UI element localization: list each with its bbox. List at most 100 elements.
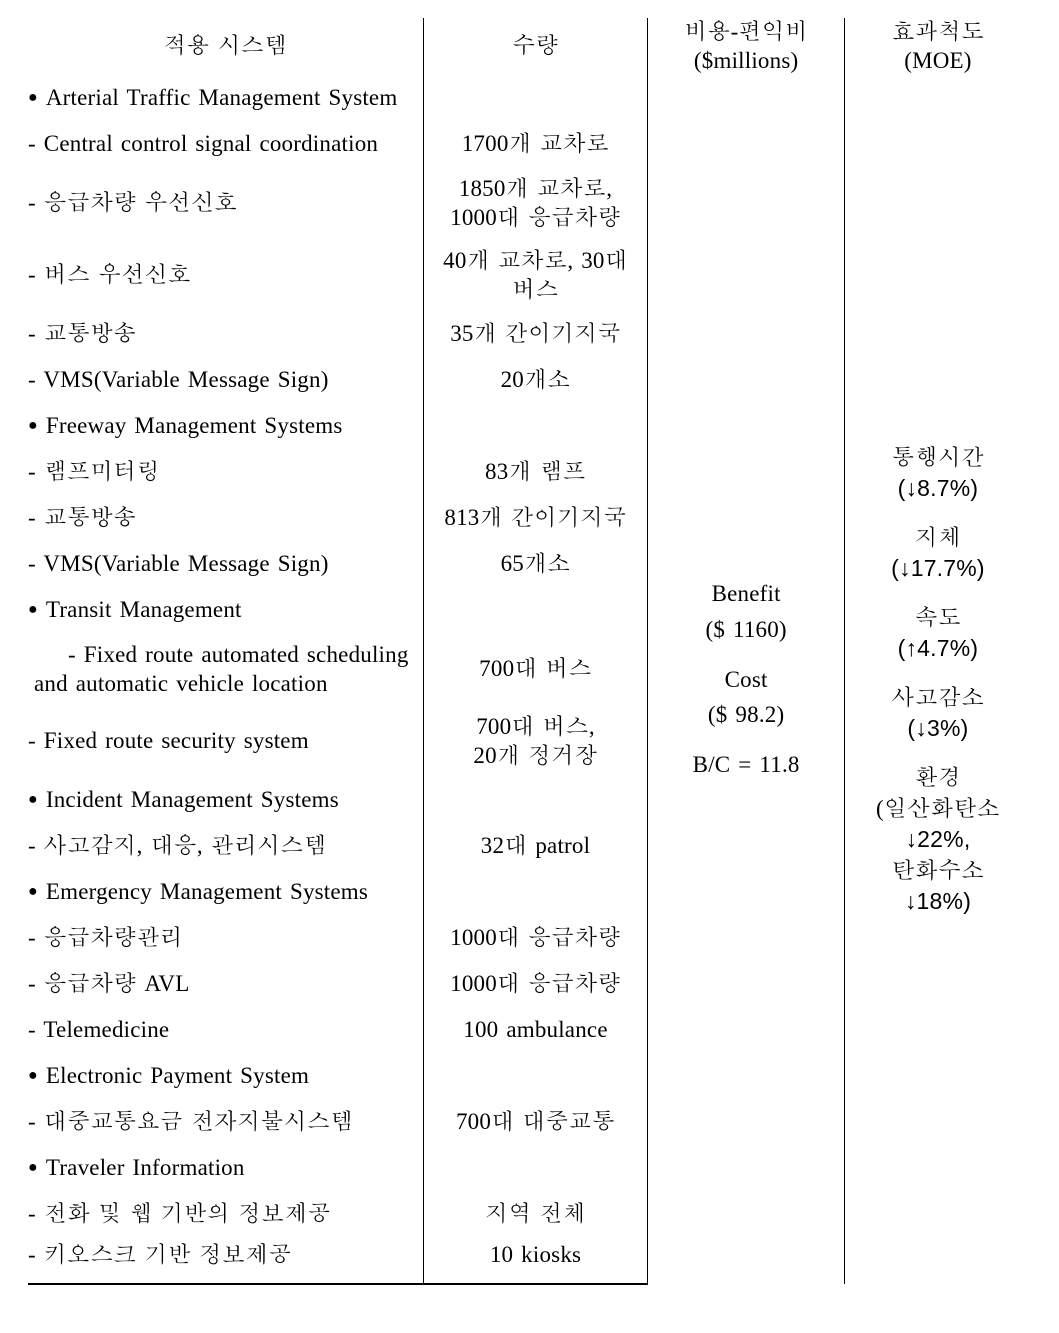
bullet-icon: ● (28, 792, 38, 808)
section-title-cell: ●Electronic Payment System (28, 1054, 423, 1100)
qty-cell: 32대 patrol (423, 824, 648, 870)
subitem-label-wrap: and automatic vehicle location (34, 670, 423, 699)
header-moe: 효과척도 (MOE) (844, 18, 1031, 76)
qty-value: 813개 간이기지국 (444, 505, 626, 530)
moe-value: ↓18%) (905, 888, 971, 914)
moe-delay-label: 지체 (845, 522, 1031, 553)
subitem-label: - 응급차량관리 (28, 925, 183, 950)
section-title-cell: ● Incident Management Systems (28, 778, 423, 824)
section-title: Transit Management (46, 597, 242, 622)
subitem-label: - 응급차량 AVL (28, 971, 189, 996)
subitem-label: - 램프미터링 (28, 459, 160, 484)
subitem-label: - 교통방송 (28, 321, 137, 346)
cost-value: ($ 98.2) (648, 697, 844, 733)
moe-travel-time-label: 통행시간 (845, 442, 1031, 473)
qty-value: 65개소 (501, 551, 571, 576)
qty-cell: 1000대 응급차량 (423, 962, 648, 1008)
subitem-cell: - 응급차량관리 (28, 916, 423, 962)
section-title: Incident Management Systems (46, 787, 339, 812)
qty-value: 35개 간이기지국 (450, 321, 621, 346)
qty-cell: 813개 간이기지국 (423, 496, 648, 542)
qty-cell: 1850개 교차로, 1000대 응급차량 (423, 168, 648, 240)
qty-value: 100 ambulance (463, 1017, 607, 1042)
benefit-label: Benefit (648, 576, 844, 612)
qty-cell: 10 kiosks (423, 1238, 648, 1284)
subitem-cell: - 대중교통요금 전자지불시스템 (28, 1100, 423, 1146)
qty-cell (423, 588, 648, 634)
subitem-cell: - 램프미터링 (28, 450, 423, 496)
subitem-label: - Fixed route security system (28, 728, 309, 753)
section-title-cell: ●Transit Management (28, 588, 423, 634)
bullet-icon: ● (28, 1160, 38, 1176)
subitem-cell: - Central control signal coordination (28, 122, 423, 168)
qty-cell (423, 404, 648, 450)
subitem-cell: - 키오스크 기반 정보제공 (28, 1238, 423, 1284)
section-title: Emergency Management Systems (46, 879, 368, 904)
qty-cell: 1000대 응급차량 (423, 916, 648, 962)
section-title: Arterial Traffic Management System (46, 85, 398, 110)
subitem-label: - Telemedicine (28, 1017, 169, 1042)
moe-value: (↓8.7%) (898, 475, 979, 501)
its-table: 적용 시스템 수량 비용-편익비 ($millions) 효과척도 (MOE) … (28, 18, 1031, 1285)
qty-value: 1000대 응급차량 (450, 925, 621, 950)
moe-value: (↑4.7%) (898, 635, 979, 661)
moe-accident-label: 사고감소 (845, 682, 1031, 713)
subitem-cell: - 교통방송 (28, 312, 423, 358)
bullet-icon: ● (28, 884, 38, 900)
subitem-cell: - 전화 및 웹 기반의 정보제공 (28, 1192, 423, 1238)
section-title-cell: ● Arterial Traffic Management System (28, 76, 423, 122)
header-bc-line2: ($millions) (648, 47, 844, 76)
subitem-cell: - 교통방송 (28, 496, 423, 542)
header-system-label: 적용 시스템 (163, 33, 287, 58)
header-bc-line1: 비용-편익비 (648, 18, 844, 47)
qty-value: 20개소 (501, 367, 571, 392)
bc-ratio: B/C = 11.8 (648, 747, 844, 783)
bullet-icon: ● (28, 418, 38, 434)
subitem-cell: - VMS(Variable Message Sign) (28, 358, 423, 404)
table-row: ●Arterial Traffic Management System Bene… (28, 76, 1031, 122)
subitem-label: - 버스 우선신호 (28, 262, 191, 287)
header-qty: 수량 (423, 18, 648, 76)
subitem-label: - 사고감지, 대응, 관리시스템 (28, 833, 327, 858)
subitem-label: - 전화 및 웹 기반의 정보제공 (28, 1201, 331, 1226)
moe-accident-value: (↓3%) (845, 713, 1031, 744)
qty-value: 20개 정거장 (424, 742, 648, 771)
moe-delay-value: (↓17.7%) (845, 553, 1031, 584)
moe-value: ↓22%, (905, 826, 970, 852)
qty-cell: 40개 교차로, 30대 버스 (423, 240, 648, 312)
moe-env-line4: 탄화수소 (845, 855, 1031, 886)
moe-env-line5: ↓18%) (845, 886, 1031, 917)
subitem-cell: - Fixed route security system (28, 706, 423, 778)
bullet-icon: ● (28, 90, 38, 106)
bullet-icon: ● (28, 1068, 38, 1084)
qty-value: 1850개 교차로, (424, 175, 648, 204)
qty-value: 700대 버스, (424, 713, 648, 742)
subitem-label: - 대중교통요금 전자지불시스템 (28, 1109, 353, 1134)
moe-column: 통행시간 (↓8.7%) 지체 (↓17.7%) 속도 (↑4.7%) 사고감소… (844, 76, 1031, 1284)
subitem-cell: - 응급차량 우선신호 (28, 168, 423, 240)
subitem-cell: - 사고감지, 대응, 관리시스템 (28, 824, 423, 870)
subitem-label: - Central control signal coordination (28, 131, 378, 156)
qty-cell: 83개 램프 (423, 450, 648, 496)
header-moe-line1: 효과척도 (845, 18, 1031, 47)
moe-speed-value: (↑4.7%) (845, 633, 1031, 664)
subitem-label: - 키오스크 기반 정보제공 (28, 1242, 292, 1267)
moe-env-line3: ↓22%, (845, 824, 1031, 855)
qty-cell (423, 870, 648, 916)
section-title-cell: ●Traveler Information (28, 1146, 423, 1192)
moe-inner: 통행시간 (↓8.7%) 지체 (↓17.7%) 속도 (↑4.7%) 사고감소… (845, 442, 1031, 918)
qty-value: 83개 램프 (485, 459, 586, 484)
subitem-label: - Fixed route automated scheduling (68, 641, 423, 670)
moe-value: (↓17.7%) (891, 555, 985, 581)
qty-value: 1000대 응급차량 (450, 971, 621, 996)
qty-cell (423, 76, 648, 122)
table-header-row: 적용 시스템 수량 비용-편익비 ($millions) 효과척도 (MOE) (28, 18, 1031, 76)
page: 적용 시스템 수량 비용-편익비 ($millions) 효과척도 (MOE) … (0, 0, 1059, 1333)
subitem-label: - VMS(Variable Message Sign) (28, 551, 329, 576)
header-bc: 비용-편익비 ($millions) (648, 18, 845, 76)
qty-value: 32대 patrol (481, 833, 590, 858)
moe-env-label: 환경 (845, 762, 1031, 793)
qty-cell (423, 1054, 648, 1100)
qty-value: 1700개 교차로 (462, 131, 610, 156)
section-title-cell: ● Emergency Management Systems (28, 870, 423, 916)
